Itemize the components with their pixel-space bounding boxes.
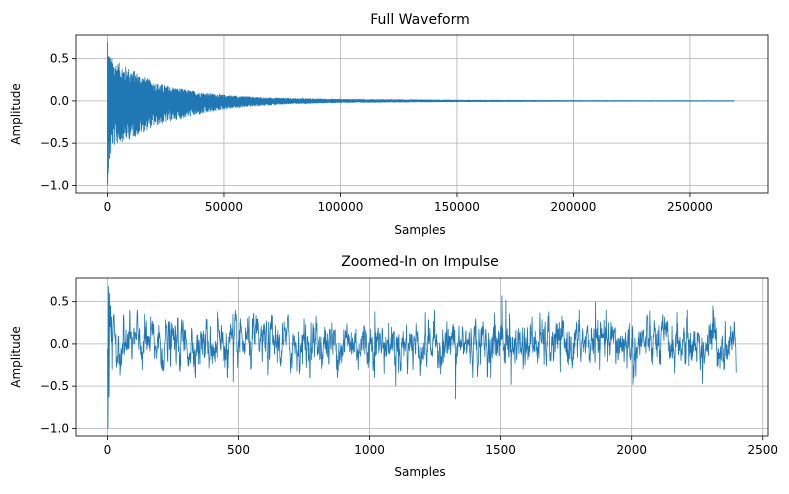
zoomed-impulse-ytick-label: 0.0: [50, 337, 69, 351]
full-waveform-axes-frame: [75, 34, 769, 194]
zoomed-impulse-axes-frame: [75, 277, 769, 437]
zoomed-impulse-ytick-label: −0.5: [40, 379, 69, 393]
full-waveform-xlabel: Samples: [394, 223, 445, 237]
zoomed-impulse-subplot: Zoomed-In on Impulse 0 500 1000 1500 2000 250…: [9, 254, 778, 479]
zoomed-impulse-xtick-label: 1000: [354, 443, 385, 457]
full-waveform-ytick-label: 0.0: [50, 94, 69, 108]
full-waveform-series: [107, 41, 735, 186]
full-waveform-ytick-label: 0.5: [50, 52, 69, 66]
zoomed-impulse-xtick-label: 1500: [485, 443, 516, 457]
zoomed-impulse-xtick-label: 2500: [747, 443, 778, 457]
full-waveform-subplot: Full Waveform 0 50000 100000 150000 200000 25…: [9, 12, 769, 237]
zoomed-impulse-ytick-label: −1.0: [40, 421, 69, 435]
full-waveform-xtick-label: 150000: [434, 200, 480, 214]
zoomed-impulse-xtick-label: 2000: [616, 443, 647, 457]
zoomed-impulse-ylabel: Amplitude: [9, 326, 23, 388]
full-waveform-xtick-label: 200000: [551, 200, 597, 214]
zoomed-impulse-waveform-line: [107, 286, 737, 429]
full-waveform-title: Full Waveform: [370, 12, 469, 28]
zoomed-impulse-xtick-label: 0: [104, 443, 112, 457]
full-waveform-xtick-label: 50000: [205, 200, 243, 214]
zoomed-impulse-xtick-label: 500: [227, 443, 250, 457]
full-waveform-ylabel: Amplitude: [9, 83, 23, 145]
zoomed-impulse-xlabel: Samples: [394, 465, 445, 479]
full-waveform-waveform-line: [107, 41, 735, 186]
full-waveform-ytick-label: −0.5: [40, 136, 69, 150]
full-waveform-ytick-label: −1.0: [40, 178, 69, 192]
full-waveform-ticks: 0 50000 100000 150000 200000 250000 −1.0 −0.5 0.…: [40, 52, 713, 214]
zoomed-impulse-title: Zoomed-In on Impulse: [341, 254, 499, 270]
full-waveform-xtick-label: 250000: [667, 200, 713, 214]
full-waveform-xtick-label: 100000: [318, 200, 364, 214]
zoomed-impulse-series: [107, 286, 737, 429]
zoomed-impulse-ticks: 0 500 1000 1500 2000 2500 −1.0 −0.5 0.0 0.5: [40, 295, 778, 457]
full-waveform-xtick-label: 0: [104, 200, 112, 214]
zoomed-impulse-ytick-label: 0.5: [50, 295, 69, 309]
